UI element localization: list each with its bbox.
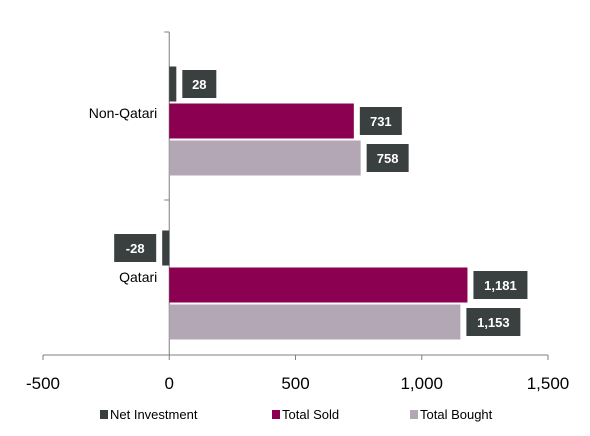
legend-label: Net Investment	[110, 407, 198, 422]
data-label: 731	[370, 114, 392, 129]
category-label: Non-Qatari	[89, 105, 157, 121]
legend-swatch	[410, 410, 418, 419]
data-label-box	[182, 70, 217, 98]
bar	[162, 230, 170, 266]
legend-label: Total Bought	[420, 407, 493, 422]
bar	[169, 66, 177, 102]
bar	[169, 103, 354, 139]
bar	[169, 140, 361, 176]
data-label-box	[359, 107, 402, 135]
data-label: 1,153	[477, 315, 510, 330]
data-label: 28	[192, 77, 206, 92]
x-tick-label: -500	[26, 374, 60, 393]
data-label-box	[466, 308, 521, 336]
category-label: Qatari	[119, 269, 157, 285]
x-tick-label: 1,500	[527, 374, 570, 393]
data-label-box	[114, 234, 157, 262]
bar	[169, 267, 468, 303]
bar	[169, 304, 461, 340]
data-label: 1,181	[484, 278, 517, 293]
data-label: -28	[126, 241, 145, 256]
data-label-box	[473, 271, 528, 299]
data-label-box	[366, 144, 409, 172]
legend-swatch	[100, 410, 108, 419]
legend-label: Total Sold	[282, 407, 339, 422]
legend-swatch	[272, 410, 280, 419]
data-label: 758	[377, 151, 399, 166]
x-tick-label: 500	[281, 374, 309, 393]
x-tick-label: 1,000	[400, 374, 443, 393]
x-tick-label: 0	[165, 374, 174, 393]
